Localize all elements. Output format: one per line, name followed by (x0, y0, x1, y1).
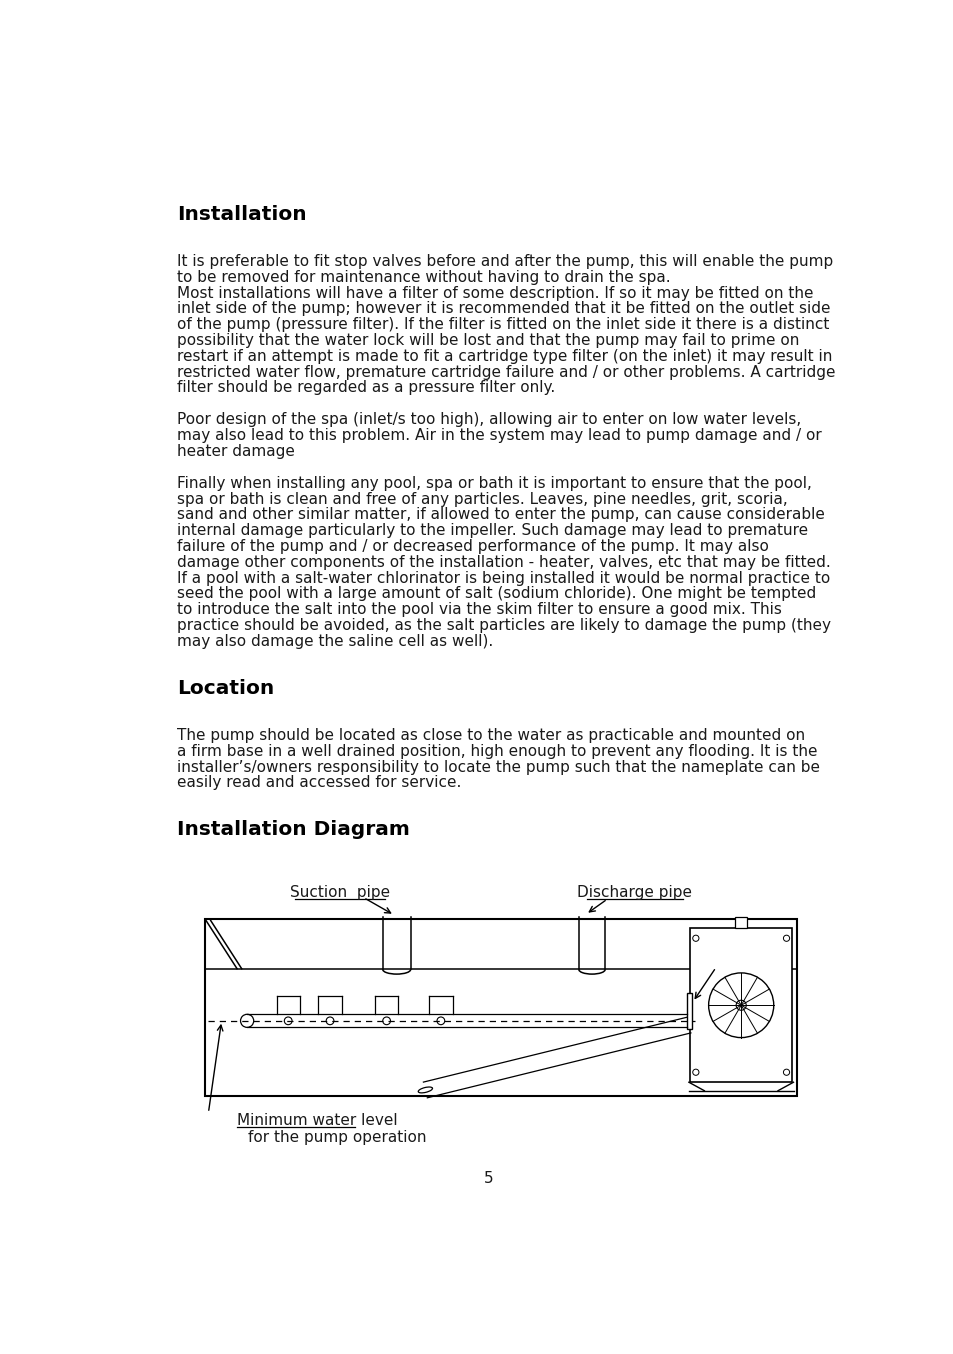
Text: for the pump operation: for the pump operation (248, 1131, 426, 1145)
Text: If a pool with a salt-water chlorinator is being installed it would be normal pr: If a pool with a salt-water chlorinator … (177, 570, 830, 585)
Text: easily read and accessed for service.: easily read and accessed for service. (177, 776, 461, 791)
Text: inlet side of the pump; however it is recommended that it be fitted on the outle: inlet side of the pump; however it is re… (177, 302, 830, 317)
Text: heater damage: heater damage (177, 444, 294, 459)
Text: may also damage the saline cell as well).: may also damage the saline cell as well)… (177, 634, 493, 649)
Text: installer’s/owners responsibility to locate the pump such that the nameplate can: installer’s/owners responsibility to loc… (177, 760, 820, 774)
Text: seed the pool with a large amount of salt (sodium chloride). One might be tempte: seed the pool with a large amount of sal… (177, 586, 816, 601)
Text: restart if an attempt is made to fit a cartridge type filter (on the inlet) it m: restart if an attempt is made to fit a c… (177, 349, 832, 364)
Bar (204, 919, 797, 1097)
Text: spa or bath is clean and free of any particles. Leaves, pine needles, grit, scor: spa or bath is clean and free of any par… (177, 492, 787, 506)
Text: Minimum water level: Minimum water level (236, 1113, 397, 1128)
Text: Discharge pipe: Discharge pipe (577, 886, 691, 900)
Bar (690, 929, 791, 1082)
Text: 5: 5 (483, 1171, 494, 1186)
Text: filter should be regarded as a pressure filter only.: filter should be regarded as a pressure … (177, 380, 555, 395)
Text: to be removed for maintenance without having to drain the spa.: to be removed for maintenance without ha… (177, 269, 670, 284)
Text: Poor design of the spa (inlet/s too high), allowing air to enter on low water le: Poor design of the spa (inlet/s too high… (177, 413, 801, 428)
Text: It is preferable to fit stop valves before and after the pump, this will enable : It is preferable to fit stop valves befo… (177, 255, 833, 269)
Text: Most installations will have a filter of some description. If so it may be fitte: Most installations will have a filter of… (177, 286, 813, 301)
Text: Installation Diagram: Installation Diagram (177, 821, 410, 839)
Text: may also lead to this problem. Air in the system may lead to pump damage and / o: may also lead to this problem. Air in th… (177, 428, 821, 443)
Text: The pump should be located as close to the water as practicable and mounted on: The pump should be located as close to t… (177, 728, 804, 743)
Text: sand and other similar matter, if allowed to enter the pump, can cause considera: sand and other similar matter, if allowe… (177, 508, 824, 523)
Text: a firm base in a well drained position, high enough to prevent any flooding. It : a firm base in a well drained position, … (177, 743, 817, 758)
Text: internal damage particularly to the impeller. Such damage may lead to premature: internal damage particularly to the impe… (177, 523, 807, 539)
Text: to introduce the salt into the pool via the skim filter to ensure a good mix. Th: to introduce the salt into the pool via … (177, 603, 781, 617)
Bar (686, 992, 691, 1029)
Text: Suction  pipe: Suction pipe (290, 886, 390, 900)
Bar (734, 918, 746, 929)
Text: of the pump (pressure filter). If the filter is fitted on the inlet side it ther: of the pump (pressure filter). If the fi… (177, 317, 829, 332)
Text: failure of the pump and / or decreased performance of the pump. It may also: failure of the pump and / or decreased p… (177, 539, 768, 554)
Text: possibility that the water lock will be lost and that the pump may fail to prime: possibility that the water lock will be … (177, 333, 799, 348)
Text: restricted water flow, premature cartridge failure and / or other problems. A ca: restricted water flow, premature cartrid… (177, 364, 835, 379)
Text: Installation: Installation (177, 204, 307, 223)
Text: Location: Location (177, 678, 274, 697)
Text: Finally when installing any pool, spa or bath it is important to ensure that the: Finally when installing any pool, spa or… (177, 475, 811, 492)
Text: damage other components of the installation - heater, valves, etc that may be fi: damage other components of the installat… (177, 555, 830, 570)
Text: practice should be avoided, as the salt particles are likely to damage the pump : practice should be avoided, as the salt … (177, 617, 830, 632)
